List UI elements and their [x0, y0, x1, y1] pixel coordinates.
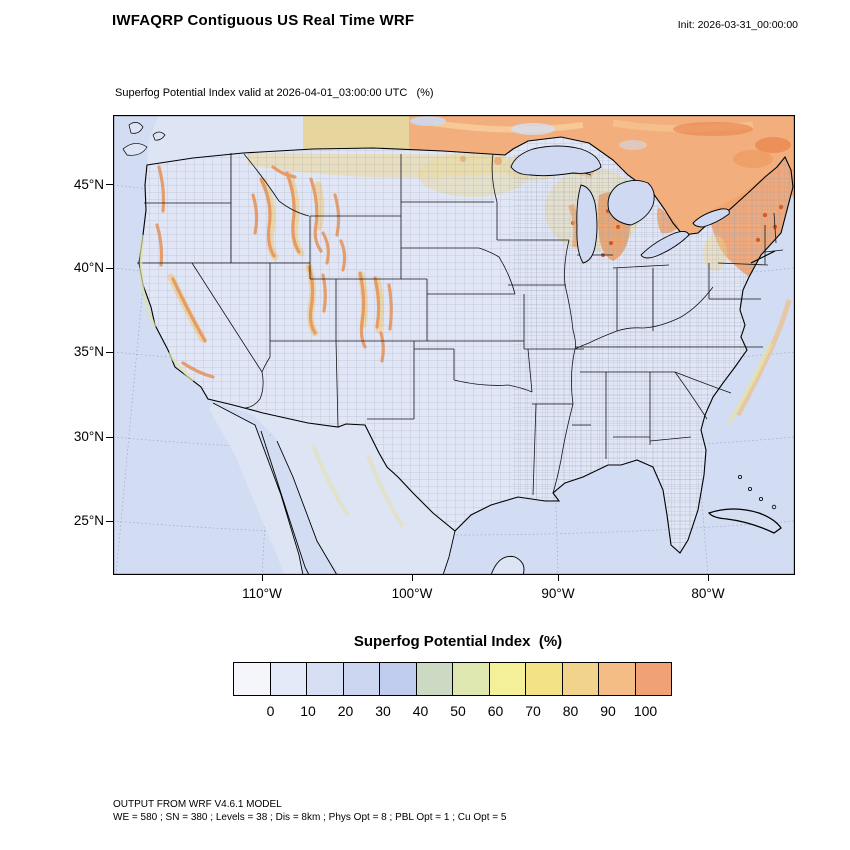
state-borders — [137, 153, 784, 496]
lake-huron — [607, 180, 655, 226]
lon-label-110w: 110°W — [242, 586, 282, 601]
long-island — [750, 250, 776, 264]
lon-tick — [412, 575, 413, 581]
lat-label-35n: 35°N — [73, 344, 104, 359]
legend-tick: 50 — [450, 703, 466, 719]
legend-colorbar — [233, 662, 683, 696]
lat-tick — [106, 184, 113, 185]
colorbar-cell — [379, 662, 417, 696]
model-info-line2: WE = 580 ; SN = 380 ; Levels = 38 ; Dis … — [113, 812, 507, 823]
colorbar-cell — [269, 662, 307, 696]
colorbar-cell — [634, 662, 672, 696]
colorbar-cell — [342, 662, 380, 696]
lon-label-90w: 90°W — [541, 586, 575, 601]
legend-tick: 30 — [375, 703, 391, 719]
legend-tick-labels: 0 10 20 30 40 50 60 70 80 90 100 — [233, 703, 683, 721]
us-map — [112, 114, 796, 576]
colorbar-cell — [525, 662, 563, 696]
model-info-line1: OUTPUT FROM WRF V4.6.1 MODEL — [113, 799, 282, 810]
mexico-coastlines — [212, 402, 456, 576]
legend-tick: 80 — [562, 703, 579, 719]
lake-michigan — [576, 184, 598, 264]
colorbar-cell — [415, 662, 453, 696]
us-outline — [138, 136, 794, 554]
legend-tick: 0 — [266, 703, 275, 719]
colorbar-cell — [561, 662, 599, 696]
mexico-terrain-streaks — [311, 444, 405, 529]
lat-label-45n: 45°N — [73, 177, 104, 192]
legend-tick: 90 — [600, 703, 616, 719]
map-border — [112, 114, 796, 576]
page-title: IWFAQRP Contiguous US Real Time WRF — [112, 12, 415, 29]
colorbar-cell — [488, 662, 526, 696]
cuba — [707, 508, 782, 534]
colorbar-cell — [452, 662, 490, 696]
lat-label-25n: 25°N — [73, 513, 104, 528]
offshore-streaks — [139, 234, 792, 425]
gulf-of-california — [261, 431, 337, 575]
legend-title: Superfog Potential Index (%) — [353, 633, 563, 650]
legend-tick: 20 — [337, 703, 354, 719]
lat-label-40n: 40°N — [73, 260, 104, 275]
pacific-nw-islands — [122, 122, 166, 156]
lake-superior — [510, 145, 602, 177]
canada-transition-band — [303, 115, 409, 150]
lon-tick — [558, 575, 559, 581]
great-lakes — [510, 145, 730, 264]
legend-tick: 100 — [633, 703, 658, 719]
canada-high-spi-region — [409, 115, 795, 235]
canada-texture — [410, 116, 791, 168]
lat-tick — [106, 521, 113, 522]
colorbar-cell — [598, 662, 636, 696]
legend-tick: 70 — [525, 703, 541, 719]
lon-label-80w: 80°W — [691, 586, 725, 601]
yucatan — [490, 555, 525, 576]
legend-tick: 60 — [487, 703, 504, 719]
lat-tick — [106, 437, 113, 438]
lake-erie — [640, 230, 690, 259]
lake-ontario — [692, 208, 730, 228]
lon-tick — [262, 575, 263, 581]
colorbar-cell — [306, 662, 344, 696]
init-timestamp: Init: 2026-03-31_00:00:00 — [677, 19, 798, 31]
lon-tick — [708, 575, 709, 581]
map-subtitle: Superfog Potential Index valid at 2026-0… — [115, 87, 434, 99]
lat-tick — [106, 268, 113, 269]
lat-label-30n: 30°N — [73, 429, 104, 444]
lon-label-100w: 100°W — [391, 586, 433, 601]
legend-tick: 40 — [412, 703, 429, 719]
map-canvas — [112, 114, 796, 576]
lat-tick — [106, 352, 113, 353]
baja-peninsula — [209, 403, 303, 575]
bahamas — [738, 474, 777, 510]
legend-tick: 10 — [300, 703, 316, 719]
colorbar-cell — [233, 662, 271, 696]
